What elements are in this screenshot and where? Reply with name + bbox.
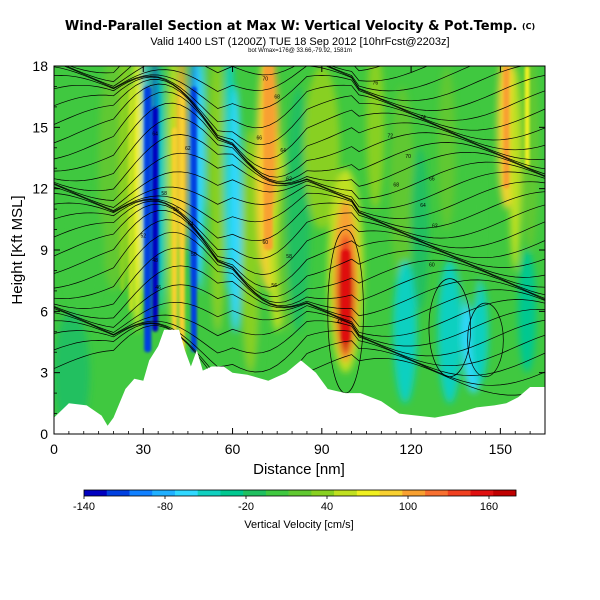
contour-label: 70: [262, 76, 268, 82]
colorbar-swatch: [220, 490, 244, 496]
contour-label: 74: [420, 115, 426, 121]
colorbar-swatch: [379, 490, 403, 496]
y-axis: 0 3 6 9 12 15 18: [32, 58, 545, 442]
colorbar-swatch: [493, 490, 517, 496]
colorbar-swatch: [174, 490, 198, 496]
contour-label: 66: [257, 136, 263, 142]
colorbar-swatch: [265, 490, 289, 496]
contour-label: 62: [432, 223, 438, 229]
contour-label: 64: [420, 203, 426, 209]
colorbar-swatch: [129, 490, 153, 496]
colorbar-swatch: [152, 490, 176, 496]
colorbar-swatch: [356, 490, 380, 496]
contour-label: 68: [274, 95, 280, 101]
x-tick-label: 0: [50, 441, 58, 457]
colorbar-swatch: [106, 490, 130, 496]
colorbar-swatch: [288, 490, 312, 496]
colorbar-tick-label: 100: [399, 501, 417, 513]
x-tick-label: 150: [489, 441, 513, 457]
x-tick-label: 90: [314, 441, 330, 457]
contour-label: 70: [405, 154, 411, 160]
y-tick-label: 12: [32, 181, 48, 197]
chart-title-text: Wind-Parallel Section at Max W: Vertical…: [64, 19, 518, 34]
colorbar-swatch: [197, 490, 221, 496]
colorbar-title: Vertical Velocity [cm/s]: [244, 519, 353, 531]
colorbar-tick-label: -80: [157, 501, 173, 513]
colorbar-swatch: [447, 490, 471, 496]
contour-label: 62: [185, 146, 191, 152]
x-axis: 0 30 60 90 120 150: [50, 66, 531, 457]
y-tick-label: 9: [40, 242, 48, 258]
y-tick-label: 3: [40, 365, 48, 381]
contour-label: 52: [140, 234, 146, 240]
colorbar-swatch: [402, 490, 426, 496]
colorbar-tick-label: 40: [321, 501, 333, 513]
chart-note: bot Wmax=176@ 33.66,-79.92, 1581m: [248, 48, 352, 54]
contour-label: 56: [271, 283, 277, 289]
y-tick-label: 6: [40, 303, 48, 319]
copyright-symbol: (C): [521, 22, 536, 31]
colorbar-swatch: [243, 490, 267, 496]
colorbar-swatch: [425, 490, 449, 496]
contour-label: 66: [429, 176, 435, 182]
terrain: [54, 329, 545, 434]
contour-label: 62: [286, 176, 292, 182]
contour-label: 58: [286, 254, 292, 260]
y-tick-label: 18: [32, 58, 48, 74]
contour-label: 46: [155, 285, 161, 291]
contour-label: 50: [191, 252, 197, 258]
contour-labels: 64 62 58 56 54 52 50 48 46 70 68 66 64 62 60 58 56 76 74 72…: [140, 76, 437, 325]
contour-label: 54: [188, 221, 194, 227]
contour-label: 42: [337, 320, 343, 326]
contour-label: 68: [393, 183, 399, 189]
x-tick-label: 30: [135, 441, 151, 457]
chart-subtitle: Valid 1400 LST (1200Z) TUE 18 Sep 2012 […: [150, 36, 450, 48]
colorbar-swatch: [311, 490, 335, 496]
colorbar-tick-label: -140: [73, 501, 95, 513]
x-tick-label: 120: [399, 441, 423, 457]
contour-label: 56: [173, 207, 179, 213]
colorbar-swatch: [470, 490, 494, 496]
contour-label: 58: [161, 191, 167, 197]
contour-label: 60: [262, 240, 268, 246]
x-axis-title: Distance [nm]: [253, 461, 345, 478]
contour-label: 64: [280, 148, 286, 154]
contour-label: 60: [429, 262, 435, 268]
potential-temperature-contours: [54, 66, 545, 405]
y-tick-label: 15: [32, 119, 48, 135]
colorbar: -140 -80 -20 40 100 160: [73, 489, 517, 513]
colorbar-tick-label: 160: [480, 501, 498, 513]
colorbar-swatch: [334, 490, 358, 496]
contour-label: 48: [152, 258, 158, 264]
chart-title: Wind-Parallel Section at Max W: Vertical…: [0, 20, 600, 34]
contour-label: 64: [152, 131, 158, 137]
x-tick-label: 60: [225, 441, 241, 457]
y-tick-label: 0: [40, 426, 48, 442]
contour-label: 72: [387, 134, 393, 140]
y-axis-title: Height [Kft MSL]: [9, 195, 26, 304]
colorbar-swatch: [84, 490, 108, 496]
contour-label: 76: [373, 80, 379, 86]
colorbar-tick-label: -20: [238, 501, 254, 513]
